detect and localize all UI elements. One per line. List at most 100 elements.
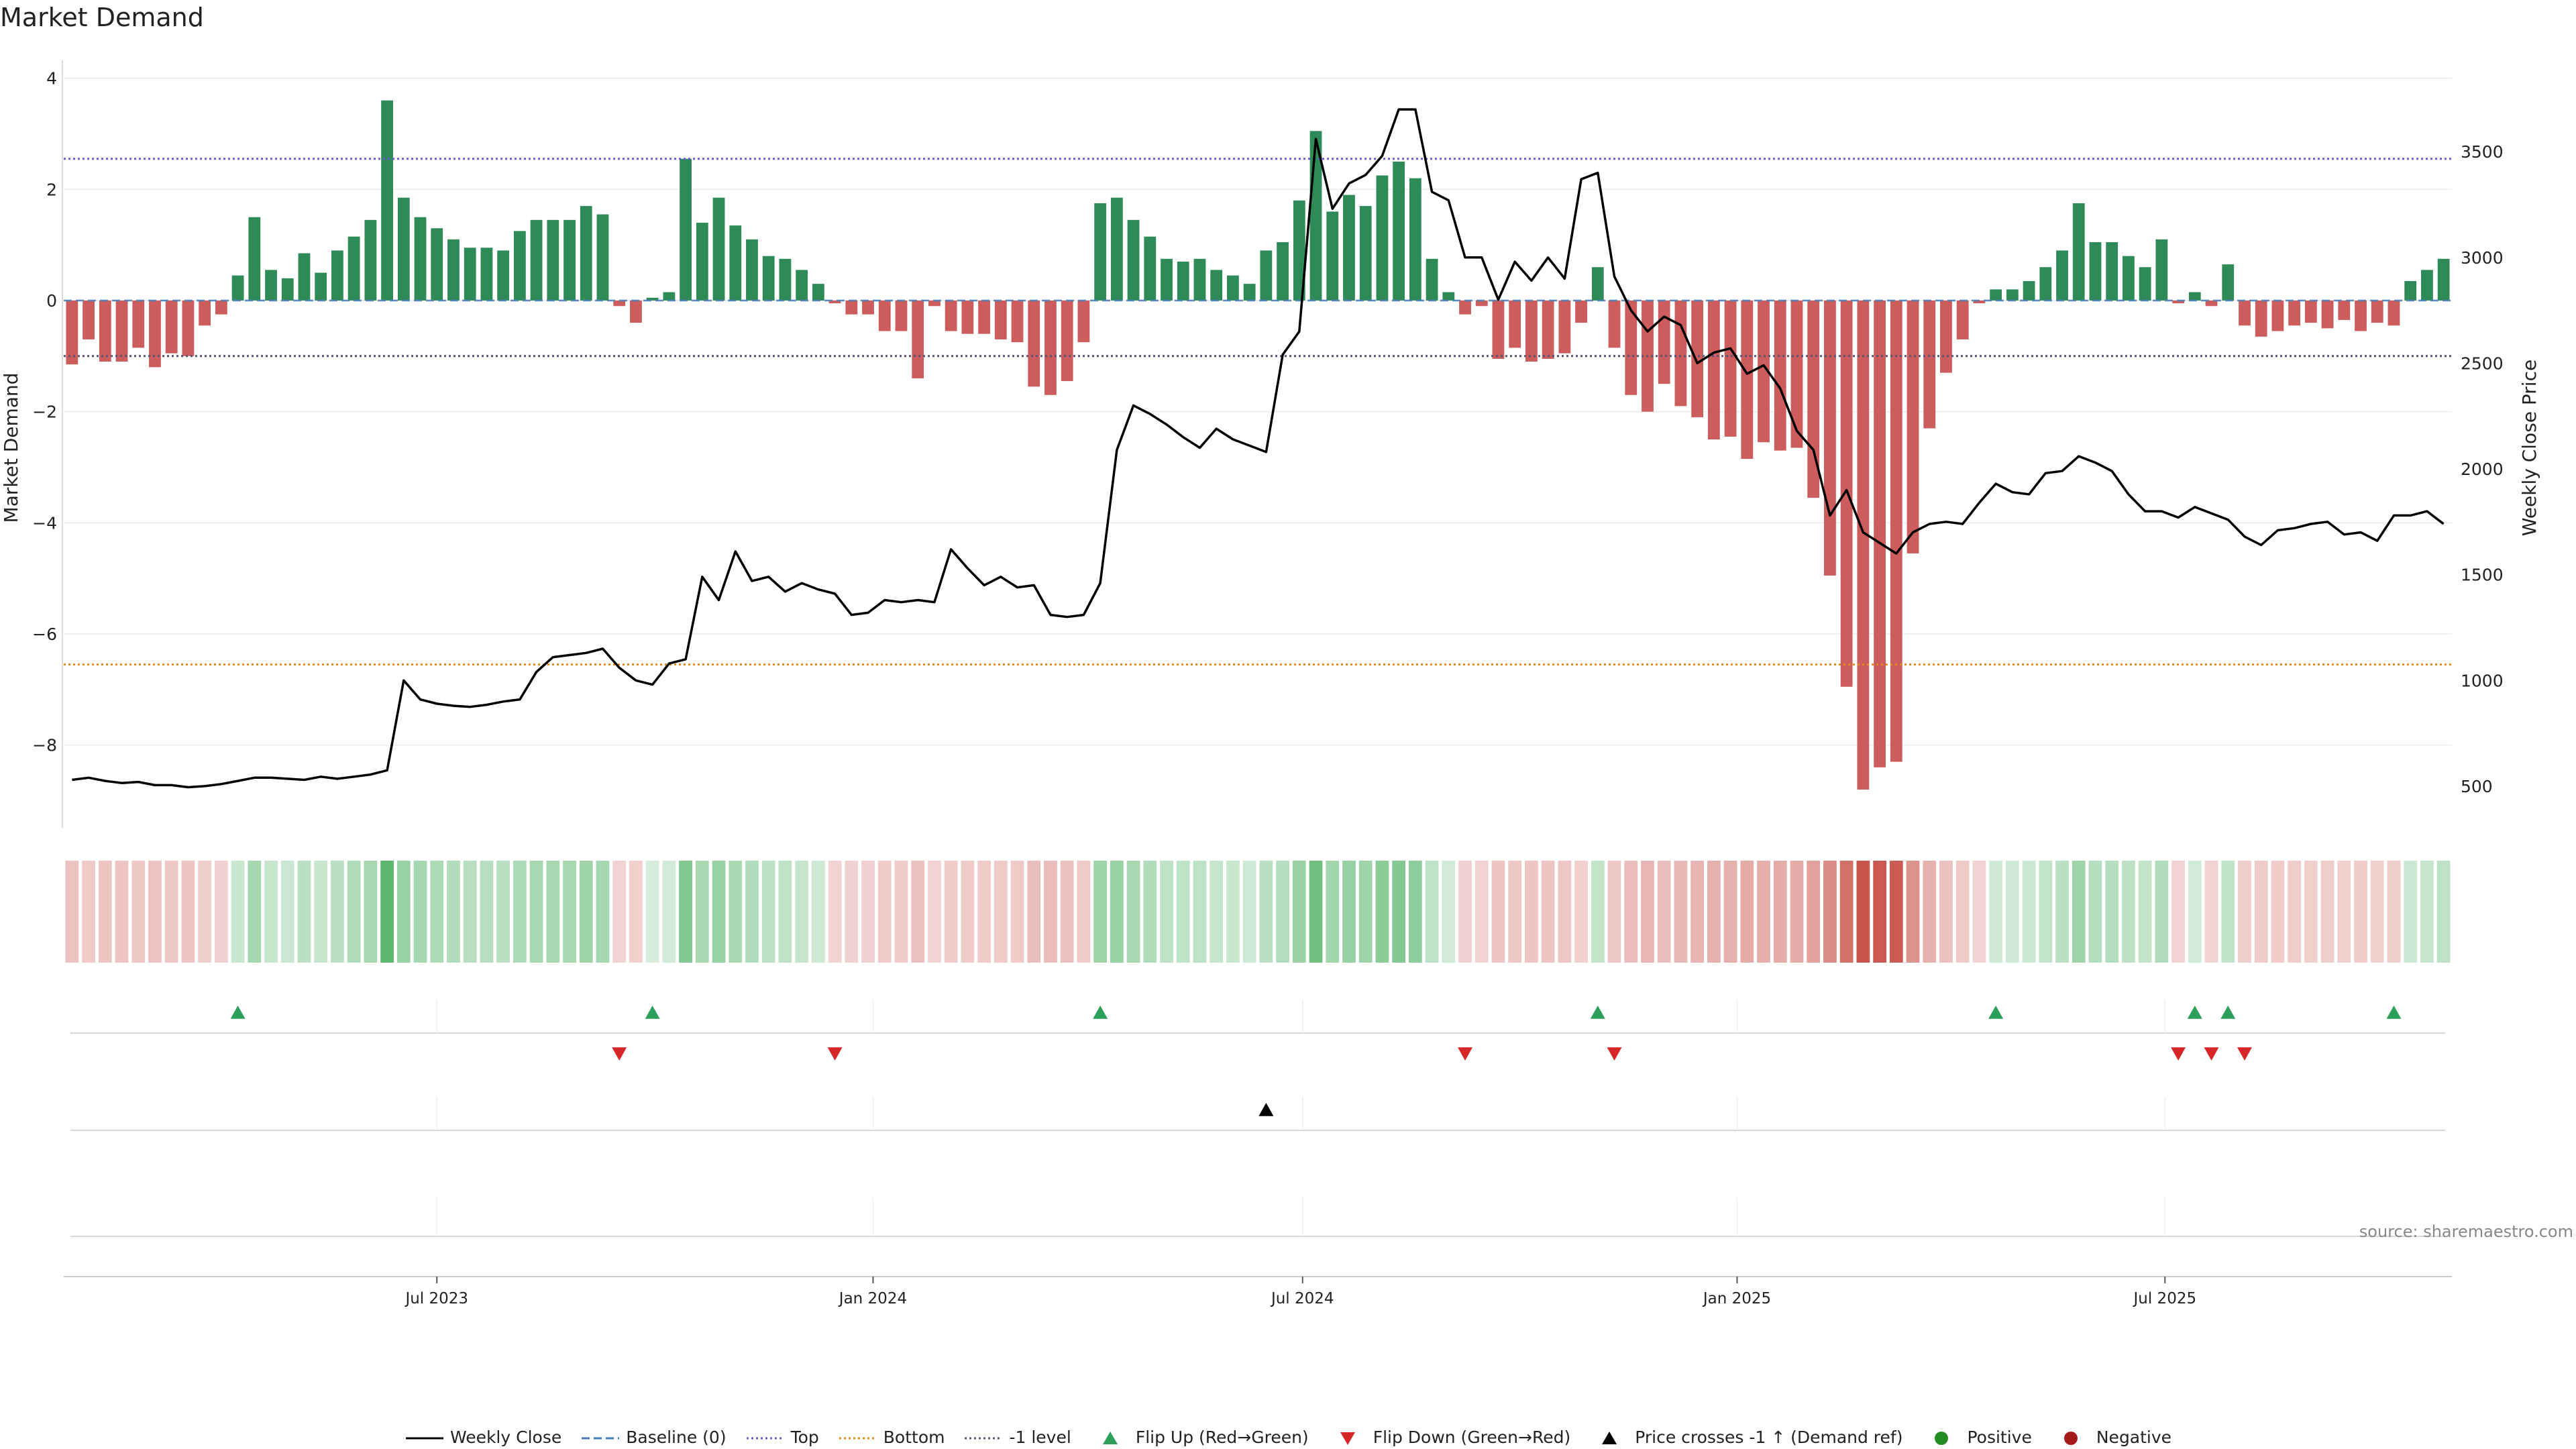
price-cross-marker [1258,1103,1274,1116]
y2-tick-label: 3000 [2461,248,2504,268]
legend-label: -1 level [1009,1427,1071,1447]
heat-cell [496,861,511,963]
demand-bar [132,300,145,348]
demand-bar [1575,300,1587,323]
demand-bar [1608,300,1621,348]
demand-bar [464,248,476,301]
heat-cell [695,861,709,963]
demand-bar [1260,250,1273,301]
demand-bar [1359,206,1372,301]
heat-cell [2404,861,2418,963]
legend-item: Positive [1921,1428,2032,1447]
demand-bar [347,236,360,301]
demand-bar [397,197,410,301]
demand-bar [2072,203,2085,301]
heat-cell [513,861,527,963]
demand-bar [845,300,858,315]
y-tick-label: 2 [46,180,57,199]
demand-heat-strip [65,861,2451,963]
demand-bar [1442,292,1455,301]
heat-cell [331,861,344,963]
heat-cell [1193,861,1207,963]
weekly-close-line-layer [72,108,2445,789]
legend-label: Flip Up (Red→Green) [1135,1427,1309,1447]
heat-cell [1425,861,1439,963]
heat-cell [2271,861,2285,963]
heat-cell [1276,861,1289,963]
demand-bar [298,253,311,301]
heat-cell [396,861,411,963]
heat-cell [2155,861,2169,963]
chart-title: Market Demand [0,3,204,32]
heat-cell [1010,861,1024,963]
heat-cell [2055,861,2069,963]
demand-bar [2023,280,2035,301]
heat-cell [1873,861,1886,963]
heat-cell [2188,861,2202,963]
heat-cell [2204,861,2218,963]
heat-cell [795,861,809,963]
flip-down-marker [612,1047,627,1061]
demand-bar [2106,241,2118,301]
legend-marker-icon [1935,1431,1949,1445]
heat-cell [1226,861,1240,963]
heat-cell [2304,861,2318,963]
demand-bar [115,300,128,362]
x-tick-label: Jul 2023 [404,1290,468,1307]
heat-cell [961,861,975,963]
demand-bar [1343,195,1355,301]
y2-axis-label: Weekly Close Price [2518,360,2540,536]
heat-cell [928,861,941,963]
heat-cell [845,861,859,963]
demand-bar [231,275,244,301]
heat-cell [778,861,792,963]
heat-cell [2022,861,2036,963]
y-tick-label: −6 [32,625,57,644]
demand-bar [1741,300,1754,460]
heat-cell [1790,861,1804,963]
legend-marker-icon [965,1437,1003,1439]
demand-bar [199,300,211,326]
demand-bar [1724,300,1737,437]
heat-cell [546,861,560,963]
heat-cell [2105,861,2119,963]
demand-bar [1161,258,1173,301]
demand-bar [2089,241,2102,301]
reference-lines [64,158,2452,666]
heat-cell [1027,861,1041,963]
heat-cell [1707,861,1721,963]
flip-up-marker [230,1006,246,1019]
legend-marker-icon [1340,1432,1355,1445]
demand-bar [2437,258,2450,301]
heat-cell [98,861,112,963]
heat-cell [463,861,477,963]
heat-cell [679,861,692,963]
demand-bar [729,225,742,301]
demand-bar [1758,300,1770,443]
heat-cell [1326,861,1340,963]
demand-bar [2155,239,2168,301]
demand-bar [447,239,460,301]
legend-item: Flip Up (Red→Green) [1090,1428,1309,1447]
y-tick-label: 4 [46,69,57,89]
demand-bar [928,300,941,307]
x-tick-label: Jul 2024 [1270,1290,1334,1307]
heat-cell [977,861,991,963]
heat-cell [1342,861,1356,963]
demand-bar [1923,300,1936,429]
heat-cell [1474,861,1489,963]
heat-cell [280,861,294,963]
chart-legend: Weekly Close Baseline (0) Top Bottom -1 leve… [0,1426,2576,1447]
demand-bar [364,219,377,301]
demand-bar [796,270,808,301]
heat-cell [1259,861,1273,963]
y2-tick-label: 1000 [2461,671,2504,690]
heat-cell [1972,861,1986,963]
legend-item: Baseline (0) [580,1428,727,1447]
demand-bar [2056,250,2068,301]
demand-bar [1890,300,1902,762]
heat-cell [1574,861,1588,963]
demand-bar [1243,284,1256,301]
demand-bar [248,217,261,301]
demand-bar [530,219,543,301]
